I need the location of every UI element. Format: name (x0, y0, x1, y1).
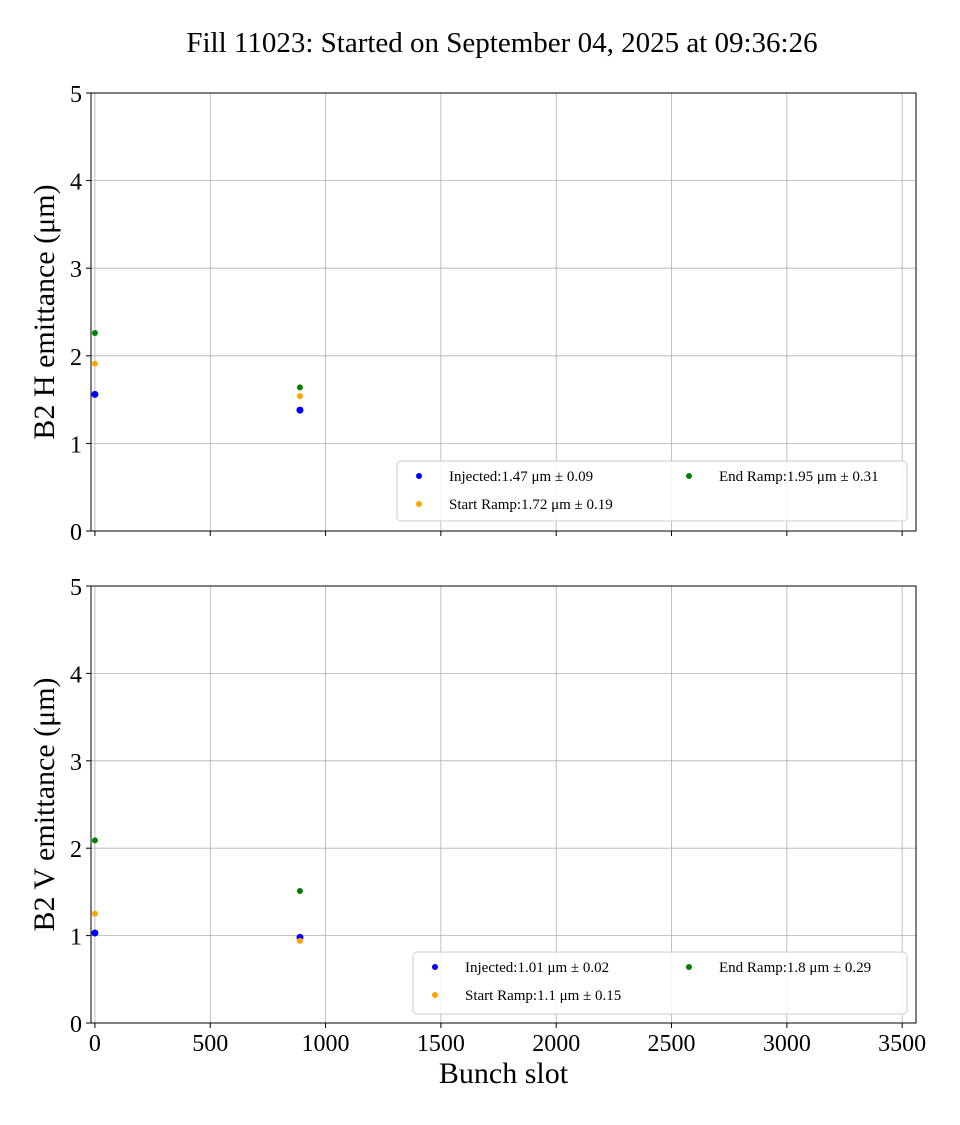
y-axis-label: B2 H emittance (μm) (28, 184, 61, 439)
y-tick-label: 1 (70, 432, 82, 458)
panel-0: 0 1 2 3 4 5 B2 H emittance (μm) Injected:1.47 μ… (28, 82, 917, 546)
y-tick-label: 3 (70, 257, 82, 283)
x-tick-label: 0 (89, 1031, 101, 1057)
data-point (91, 360, 98, 367)
chart-title: Fill 11023: Started on September 04, 202… (186, 27, 817, 59)
y-tick-label: 1 (70, 925, 82, 951)
y-tick-label: 3 (70, 750, 82, 776)
y-tick-label: 2 (70, 345, 82, 371)
x-tick-label: 2000 (532, 1031, 580, 1057)
y-axis-label: B2 V emittance (μm) (28, 677, 61, 931)
x-tick-label: 3500 (878, 1031, 926, 1057)
x-tick-label: 1000 (302, 1031, 350, 1057)
legend-label: End Ramp:1.95 μm ± 0.31 (719, 469, 879, 485)
y-tick-label: 5 (70, 575, 82, 601)
legend-marker (686, 964, 692, 970)
data-point (91, 929, 99, 937)
legend-marker (416, 473, 422, 479)
data-point (296, 384, 303, 391)
y-tick-label: 0 (70, 520, 82, 546)
data-point (91, 837, 98, 844)
y-tick-label: 4 (70, 170, 82, 196)
legend-label: End Ramp:1.8 μm ± 0.29 (719, 960, 871, 976)
x-tick-label: 1500 (417, 1031, 465, 1057)
legend-label: Start Ramp:1.72 μm ± 0.19 (449, 497, 613, 513)
legend-label: Injected:1.47 μm ± 0.09 (449, 469, 593, 485)
legend-label: Start Ramp:1.1 μm ± 0.15 (465, 988, 621, 1004)
panel-1: 0 500 1000 1500 2000 2500 3000 3500 0 1 2 3 4 5 B2 V e… (28, 575, 926, 1090)
data-point (296, 937, 303, 944)
axes-frame (90, 585, 917, 1024)
data-point (296, 888, 303, 895)
axes-frame (90, 92, 917, 532)
x-tick-label: 2500 (648, 1031, 696, 1057)
data-point (296, 393, 303, 400)
data-point (296, 406, 304, 414)
legend-marker (686, 473, 692, 479)
x-tick-label: 3000 (763, 1031, 811, 1057)
data-point (91, 910, 98, 917)
x-axis-label: Bunch slot (439, 1057, 569, 1090)
data-point (91, 390, 99, 398)
y-tick-label: 5 (70, 82, 82, 108)
legend-marker (416, 501, 422, 507)
y-tick-label: 2 (70, 837, 82, 863)
legend-marker (432, 964, 438, 970)
legend-marker (432, 992, 438, 998)
x-tick-label: 500 (192, 1031, 228, 1057)
y-tick-label: 4 (70, 662, 82, 688)
y-tick-label: 0 (70, 1012, 82, 1038)
legend-box (396, 460, 908, 522)
legend-box (412, 951, 908, 1015)
legend-label: Injected:1.01 μm ± 0.02 (465, 960, 609, 976)
data-point (91, 330, 98, 337)
